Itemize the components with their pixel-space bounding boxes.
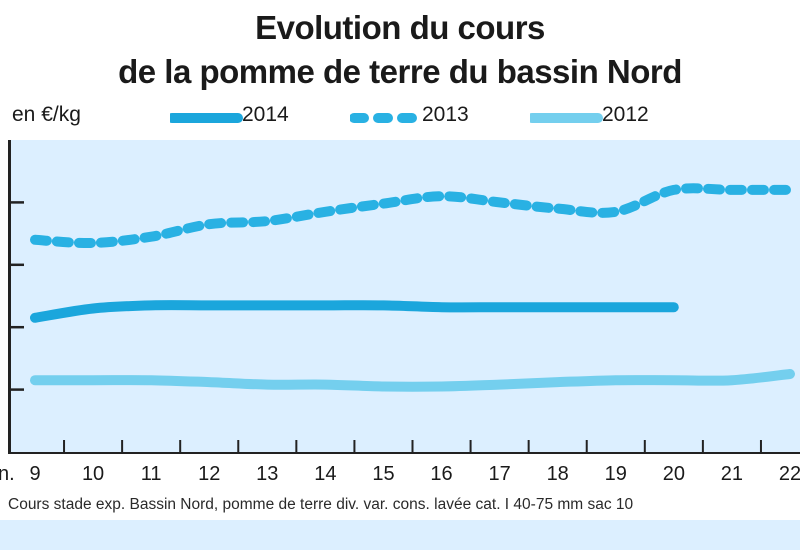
series-line-2012 <box>30 369 795 392</box>
legend-item-2013: 2013 <box>350 103 490 133</box>
x-tick-label-18: 18 <box>547 463 569 485</box>
legend-label-2014: 2014 <box>242 103 289 126</box>
x-tick-label-9: 9 <box>29 463 40 485</box>
x-tick-label-13: 13 <box>256 463 278 485</box>
legend-swatch-2012 <box>530 113 603 123</box>
x-tick-label-22: 22 <box>779 463 800 485</box>
x-tick-label-14: 14 <box>314 463 336 485</box>
line-chart: n. 9 10 11 12 13 14 15 16 17 18 19 20 21 22 <box>0 183 800 485</box>
chart-footnote: Cours stade exp. Bassin Nord, pomme de t… <box>8 496 634 513</box>
x-axis-line <box>8 452 800 454</box>
legend-swatch-2013 <box>350 113 421 123</box>
y-axis-label: en €/kg <box>12 103 81 126</box>
x-tick-label-21: 21 <box>721 463 743 485</box>
legend-swatch-2014 <box>170 113 243 123</box>
legend-item-2012: 2012 <box>530 103 670 133</box>
x-tick-label-16: 16 <box>430 463 452 485</box>
x-tick-label-12: 12 <box>198 463 220 485</box>
x-tick-label-fragment: n. <box>0 463 15 485</box>
bottom-divider <box>0 516 800 518</box>
legend-label-2013: 2013 <box>422 103 469 126</box>
chart-title-line-2: de la pomme de terre du bassin Nord <box>118 53 682 90</box>
chart-title-line-1: Evolution du cours <box>255 9 545 46</box>
legend-label-2012: 2012 <box>602 103 649 126</box>
x-tick-label-20: 20 <box>663 463 685 485</box>
x-tick-label-10: 10 <box>82 463 104 485</box>
bottom-band <box>0 520 800 550</box>
y-axis-line <box>8 140 11 454</box>
series-line-2013 <box>30 183 795 249</box>
x-tick-label-17: 17 <box>488 463 510 485</box>
x-tick-label-15: 15 <box>372 463 394 485</box>
x-tick-label-19: 19 <box>605 463 627 485</box>
x-tick-label-11: 11 <box>141 463 162 485</box>
series-line-2014 <box>30 300 679 323</box>
legend-item-2014: 2014 <box>170 103 310 133</box>
